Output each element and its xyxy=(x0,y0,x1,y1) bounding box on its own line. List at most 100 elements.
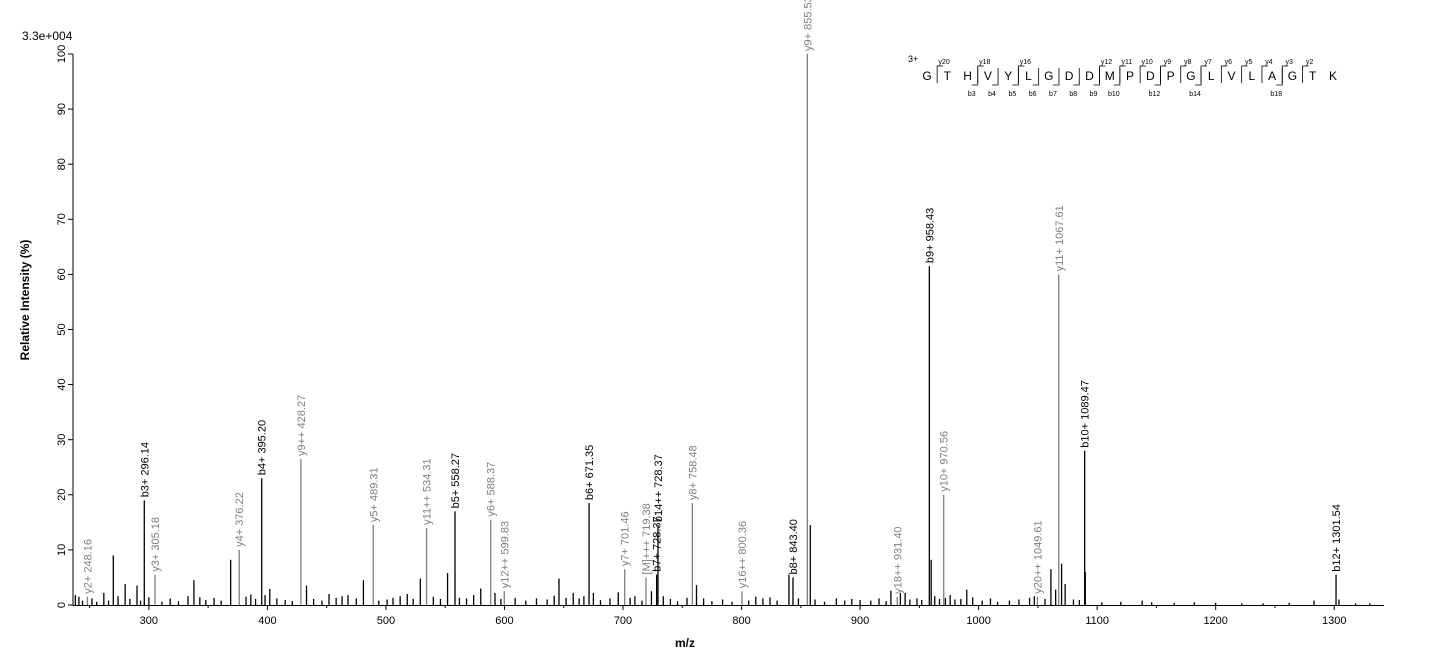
sequence-residue: T xyxy=(1309,69,1317,83)
y-ion-label: y16 xyxy=(1020,59,1031,66)
sequence-residue: Y xyxy=(1004,69,1012,83)
peak-label: y4+ 376.22 xyxy=(234,492,246,547)
y-tick-label: 40 xyxy=(56,378,68,390)
y-ion-bracket xyxy=(1241,65,1248,83)
b-ion-bracket xyxy=(1195,68,1202,86)
y-ion-label: y8 xyxy=(1184,59,1192,66)
peak-label: b6+ 671.35 xyxy=(584,445,596,500)
y-ion-bracket xyxy=(1139,65,1147,83)
peak-label: y18++ 931.40 xyxy=(892,526,904,593)
y-tick-label: 0 xyxy=(56,602,68,608)
y-tick-label: 90 xyxy=(56,103,68,115)
b-ion-bracket xyxy=(1073,68,1080,86)
sequence-residue: K xyxy=(1329,69,1337,83)
b-ion-label: b3 xyxy=(968,91,976,98)
b-ion-label: b9 xyxy=(1090,91,1098,98)
sequence-residue: P xyxy=(1126,69,1134,83)
y-ion-label: y5 xyxy=(1245,59,1253,66)
y-ion-label: y11 xyxy=(1121,59,1132,66)
peak-label: y8+ 758.48 xyxy=(687,445,699,500)
x-tick-label: 1200 xyxy=(1203,615,1227,627)
peak-label: b9+ 958.43 xyxy=(924,208,936,263)
peak-label: b12+ 1301.54 xyxy=(1331,504,1343,572)
sequence-residue: M xyxy=(1105,69,1115,83)
peak-label: y12++ 599.83 xyxy=(499,521,511,588)
b-ion-label: b8 xyxy=(1069,91,1077,98)
peak-label: y9++ 428.27 xyxy=(296,395,308,456)
charge-state-label: 3+ xyxy=(908,54,918,64)
intensity-scale-label: 3.3e+004 xyxy=(22,29,73,43)
b-ion-bracket xyxy=(1052,68,1060,86)
sequence-residue: D xyxy=(1065,69,1074,83)
axes-layer: 0 10 20 30 40 50 60 70 80 90 100 300 400 500 600 700 800… xyxy=(56,45,1384,627)
y-ion-bracket xyxy=(1017,65,1025,83)
peak-label: y20++ 1049.61 xyxy=(1032,520,1044,593)
peak-label: y6+ 588.37 xyxy=(486,462,498,517)
b-ion-bracket xyxy=(1093,68,1100,86)
b-ion-label: b7 xyxy=(1049,91,1057,98)
b-ion-label: b12 xyxy=(1149,91,1161,98)
peak-label: b8+ 843.40 xyxy=(788,519,800,574)
y-ion-label: y4 xyxy=(1265,59,1273,66)
peak-label: b5+ 558.27 xyxy=(450,453,462,508)
x-tick-label: 1300 xyxy=(1322,615,1346,627)
peak-label: b14++ 728.37 xyxy=(653,454,665,522)
peak-label: y11+ 1067.61 xyxy=(1054,205,1066,271)
b-ion-bracket xyxy=(1113,68,1121,86)
y-ion-bracket xyxy=(1220,65,1228,83)
peak-label: b3+ 296.14 xyxy=(139,442,151,497)
y-ion-label: y6 xyxy=(1225,59,1233,66)
peak-label: y16++ 800.36 xyxy=(737,521,749,588)
peak-label: y10+ 970.56 xyxy=(939,431,951,492)
sequence-residue: G xyxy=(1044,69,1053,83)
y-ion-label: y18 xyxy=(979,59,990,66)
sequence-residue: G xyxy=(1186,69,1195,83)
peak-label: b7+ 728.37 xyxy=(652,516,664,571)
y-ion-bracket xyxy=(1200,65,1208,83)
y-ion-label: y9 xyxy=(1164,59,1172,66)
x-tick-label: 1100 xyxy=(1085,615,1109,627)
x-axis-title: m/z xyxy=(675,636,695,650)
peak-label: y5+ 489.31 xyxy=(368,467,380,522)
y-tick-label: 100 xyxy=(56,45,68,63)
x-tick-label: 400 xyxy=(258,615,276,627)
b-ion-bracket xyxy=(1276,68,1283,86)
y-tick-label: 30 xyxy=(56,434,68,446)
y-axis-title: Relative Intensity (%) xyxy=(18,240,32,361)
x-tick-label: 500 xyxy=(377,615,395,627)
y-ion-label: y7 xyxy=(1204,59,1212,66)
sequence-residue: L xyxy=(1208,69,1215,83)
y-tick-label: 50 xyxy=(56,323,68,335)
peak-label: b10+ 1089.47 xyxy=(1080,380,1092,448)
peak-label: b4+ 395.20 xyxy=(257,420,269,475)
y-ion-bracket xyxy=(1261,65,1268,83)
peak-label: y9+ 855.53 xyxy=(802,0,814,51)
sequence-residue: T xyxy=(944,69,952,83)
x-tick-label: 800 xyxy=(732,615,750,627)
peak-labels-layer: y2+ 248.16 b3+ 296.14 y3+ 305.18 y4+ 376.22… xyxy=(82,0,1343,594)
peak-label: y3+ 305.18 xyxy=(150,517,162,572)
x-tick-label: 300 xyxy=(140,615,158,627)
sequence-residue: P xyxy=(1167,69,1175,83)
y-tick-label: 80 xyxy=(56,158,68,170)
y-ion-bracket xyxy=(1160,65,1167,83)
x-tick-label: 700 xyxy=(614,615,632,627)
b-ion-bracket xyxy=(1032,68,1040,86)
x-tick-label: 1000 xyxy=(966,615,990,627)
sequence-residue: H xyxy=(963,69,972,83)
b-ion-label: b4 xyxy=(988,91,996,98)
b-ion-bracket xyxy=(1012,68,1019,86)
y-ion-bracket xyxy=(1302,65,1309,83)
y-ion-label: y10 xyxy=(1142,59,1153,66)
y-ion-bracket xyxy=(1180,65,1187,83)
x-tick-label: 600 xyxy=(495,615,513,627)
sequence-residue: A xyxy=(1268,69,1276,83)
y-ion-label: y3 xyxy=(1286,59,1294,66)
b-ion-bracket xyxy=(1154,68,1161,86)
y-ion-bracket xyxy=(1119,65,1126,83)
y-tick-label: 70 xyxy=(56,213,68,225)
b-ion-label: b18 xyxy=(1270,91,1282,98)
y-ion-label: y12 xyxy=(1101,59,1112,66)
